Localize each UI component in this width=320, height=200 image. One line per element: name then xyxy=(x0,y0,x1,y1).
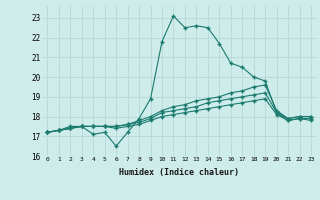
X-axis label: Humidex (Indice chaleur): Humidex (Indice chaleur) xyxy=(119,168,239,177)
